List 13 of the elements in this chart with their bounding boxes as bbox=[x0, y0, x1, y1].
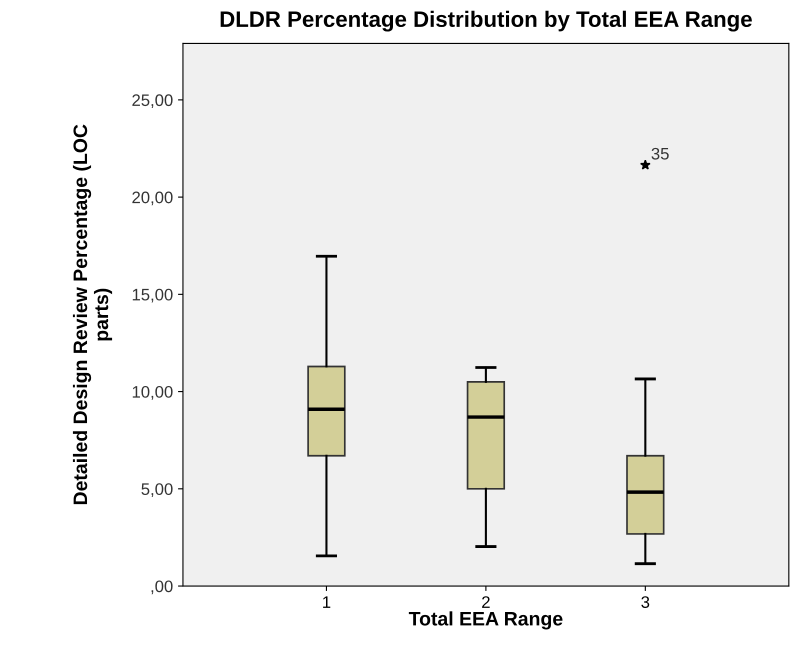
y-tick-label: 5,00 bbox=[141, 483, 173, 497]
annotation: 35 bbox=[652, 148, 669, 160]
chart-title: DLDR Percentage Distribution by Total EEA Range bbox=[220, 10, 752, 32]
y-tick-label: 20,00 bbox=[132, 192, 173, 206]
y-tick-label: 15,00 bbox=[132, 288, 173, 303]
x-tick-label: 3 bbox=[641, 596, 650, 608]
y-tick-label: 10,00 bbox=[132, 386, 173, 400]
x-tick-label: 1 bbox=[323, 596, 330, 608]
y-tick-label: ,00 bbox=[152, 580, 173, 594]
y-axis-title: Detailed Design Review Percentage (LOC parts) bbox=[72, 124, 112, 504]
x-axis-title: Total EEA Range bbox=[408, 611, 562, 630]
x-tick-label: 2 bbox=[482, 596, 490, 608]
y-tick-label: 25,00 bbox=[132, 94, 173, 108]
